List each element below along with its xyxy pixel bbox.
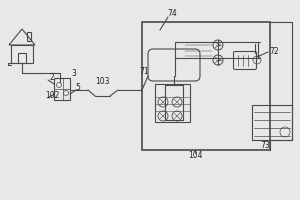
Text: 72: 72 <box>269 47 279 56</box>
Text: 103: 103 <box>95 76 109 86</box>
Text: 102: 102 <box>45 92 59 100</box>
Text: 2: 2 <box>50 73 54 82</box>
Bar <box>142 22 270 150</box>
Text: 104: 104 <box>188 152 202 160</box>
Text: 73: 73 <box>260 140 270 150</box>
Bar <box>54 78 70 100</box>
Bar <box>155 84 190 122</box>
Text: 3: 3 <box>72 70 76 78</box>
Bar <box>18 53 26 63</box>
Bar <box>27 32 31 41</box>
Bar <box>252 105 292 140</box>
Text: 71: 71 <box>139 68 149 76</box>
Bar <box>11 45 33 63</box>
Text: 5: 5 <box>76 84 80 92</box>
Text: 74: 74 <box>167 9 177 19</box>
